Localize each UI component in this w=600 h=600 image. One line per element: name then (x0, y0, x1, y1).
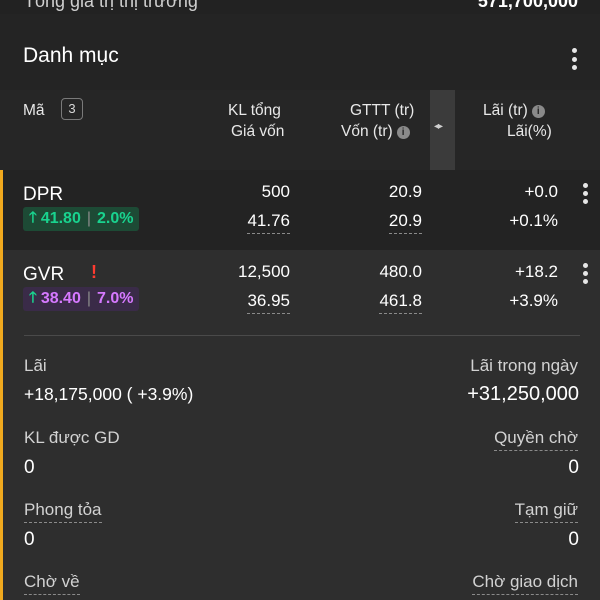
price: 41.80 (40, 210, 81, 227)
info-icon[interactable]: i (531, 105, 545, 118)
cho-ve-label[interactable]: Chờ về (24, 572, 80, 595)
lai: +0.0 (524, 182, 558, 201)
gia-von: 36.95 (247, 291, 290, 314)
lai-label: Lãi (24, 356, 47, 375)
col-ma: Mã (23, 102, 45, 119)
gia-von: 41.76 (247, 211, 290, 234)
section-title: Danh mục (23, 44, 119, 67)
kl-tong: 500 (261, 182, 290, 201)
change-pct: 7.0% (97, 290, 134, 307)
col-von: Vốn (tr) (341, 123, 393, 140)
phong-toa-value: 0 (24, 529, 35, 550)
kl-duoc-gd-value: 0 (24, 457, 35, 478)
row-more-icon[interactable] (580, 183, 590, 204)
market-value-amount: 571,700,000 (477, 0, 578, 11)
col-kl-tong: KL tổng (228, 102, 281, 119)
table-row[interactable]: DPR 🡑 41.80 | 2.0% 500 41.76 20.9 20.9 +… (0, 170, 600, 250)
warning-icon[interactable]: ! (91, 262, 97, 282)
market-value-summary: Tổng giá trị thị trường 571,700,000 (0, 0, 600, 14)
lai-trong-ngay-label: Lãi trong ngày (470, 356, 578, 375)
von: 20.9 (388, 211, 422, 234)
market-value-label: Tổng giá trị thị trường (24, 0, 198, 11)
expand-horizontal-icon[interactable]: ◂▸ (434, 121, 443, 132)
col-lai-wrap: Lãi (tr) i (483, 102, 545, 120)
arrow-up-icon: 🡑 (29, 208, 37, 226)
price: 38.40 (40, 290, 81, 307)
arrow-up-icon: 🡑 (29, 288, 37, 306)
table-row[interactable]: GVR ! 🡑 38.40 | 7.0% 12,500 36.95 480.0 … (0, 250, 600, 336)
lai-pct: +0.1% (509, 211, 558, 230)
lai-pct: +3.9% (509, 291, 558, 310)
change-pct: 2.0% (97, 210, 134, 227)
col-lai-pct: Lãi(%) (507, 123, 552, 140)
col-lai-tr: Lãi (tr) (483, 102, 528, 119)
price-chip: 🡑 41.80 | 2.0% (23, 207, 140, 231)
column-header: Mã KL tổng Giá vốn GTTT (tr) Vốn (tr) i L… (0, 90, 600, 170)
symbol[interactable]: GVR (23, 264, 65, 285)
lai: +18.2 (514, 262, 558, 281)
price-chip: 🡑 38.40 | 7.0% (23, 287, 140, 311)
lai-value: +18,175,000 ( +3.9%) (24, 384, 194, 404)
gttt: 480.0 (379, 262, 422, 281)
tam-giu-value: 0 (568, 529, 579, 550)
col-gia-von: Giá vốn (231, 123, 285, 140)
holdings-count-badge: 3 (61, 98, 83, 120)
phong-toa-label[interactable]: Phong tỏa (24, 500, 102, 523)
col-gttt: GTTT (tr) (350, 102, 415, 119)
gttt: 20.9 (388, 182, 422, 201)
divider (24, 335, 580, 336)
quyen-cho-label[interactable]: Quyền chờ (494, 428, 578, 451)
tam-giu-label[interactable]: Tạm giữ (514, 500, 578, 523)
cho-giao-dich-label[interactable]: Chờ giao dịch (472, 572, 578, 595)
info-icon[interactable]: i (396, 126, 410, 139)
lai-trong-ngay-value: +31,250,000 (467, 383, 579, 405)
more-options-icon[interactable] (569, 48, 579, 70)
symbol[interactable]: DPR (23, 184, 64, 205)
kl-duoc-gd-label: KL được GD (24, 428, 120, 447)
row-more-icon[interactable] (580, 263, 590, 284)
kl-tong: 12,500 (238, 262, 290, 281)
col-von-wrap: Vốn (tr) i (341, 123, 410, 141)
row-detail-panel: Lãi +18,175,000 ( +3.9%) Lãi trong ngày … (0, 336, 600, 600)
portfolio-header: Danh mục (0, 14, 600, 90)
column-toggle[interactable]: ◂▸ (430, 90, 455, 170)
quyen-cho-value: 0 (568, 457, 579, 478)
von: 461.8 (379, 291, 422, 314)
